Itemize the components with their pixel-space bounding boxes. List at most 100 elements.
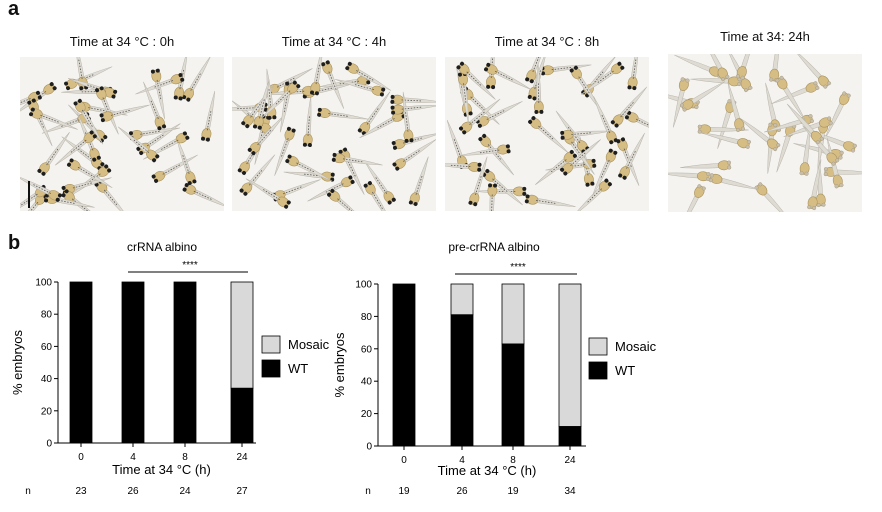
embryo — [402, 91, 414, 143]
significance-label: **** — [182, 260, 198, 271]
y-axis-label: % embryos — [10, 329, 25, 395]
n-value: 34 — [564, 486, 576, 497]
x-tick-label: 8 — [510, 455, 516, 466]
embryo — [54, 130, 97, 166]
n-value: 26 — [127, 486, 139, 497]
embryo — [61, 136, 105, 171]
bar-mosaic-24 — [230, 281, 254, 389]
y-tick-label: 20 — [361, 409, 373, 420]
embryo — [799, 124, 811, 176]
embryo — [29, 107, 78, 130]
embryo — [569, 65, 601, 111]
y-tick-label: 40 — [41, 374, 53, 385]
embryo — [468, 156, 488, 207]
x-axis-label: Time at 34 °C (h) — [112, 462, 211, 477]
n-value: 26 — [456, 486, 468, 497]
embryo — [680, 160, 732, 171]
embryo — [701, 54, 730, 82]
embryo — [408, 156, 429, 207]
x-tick-label: 24 — [564, 455, 576, 466]
bar-wt-0 — [392, 283, 416, 447]
embryo — [94, 179, 131, 211]
embryo — [572, 178, 612, 211]
embryo — [345, 61, 392, 91]
n-value: 19 — [507, 486, 519, 497]
embryo — [668, 171, 711, 182]
embryo — [560, 129, 612, 140]
y-tick-label: 0 — [366, 442, 372, 453]
embryo — [533, 62, 544, 114]
embryo — [484, 62, 531, 90]
bar-mosaic-24 — [558, 283, 582, 427]
significance-label: **** — [510, 262, 526, 273]
embryo — [679, 81, 725, 112]
panel-a-letter: a — [8, 0, 20, 20]
embryo — [735, 54, 756, 80]
panel-b-letter: b — [8, 232, 21, 254]
embryo-field-4h — [232, 57, 436, 211]
embryo — [99, 104, 150, 123]
embryo — [201, 90, 216, 142]
embryo — [581, 57, 617, 98]
y-tick-label: 80 — [41, 310, 53, 321]
n-label: n — [365, 486, 371, 497]
x-tick-label: 0 — [401, 455, 407, 466]
n-value: 24 — [179, 486, 191, 497]
embryo — [459, 98, 501, 135]
embryo — [528, 116, 569, 154]
embryo — [317, 107, 369, 120]
embryo — [302, 95, 313, 148]
embryo — [391, 132, 436, 150]
bar-wt-0 — [69, 281, 93, 444]
bar-wt-24 — [558, 426, 582, 447]
y-tick-label: 60 — [41, 342, 53, 353]
embryo-photo-4h — [232, 57, 436, 211]
x-tick-label: 4 — [130, 452, 136, 463]
embryo — [37, 132, 70, 176]
embryo — [610, 86, 648, 128]
embryo — [540, 64, 592, 76]
legend-swatch-mosaic — [588, 337, 608, 356]
embryo-field-24h — [668, 54, 862, 212]
embryo — [457, 72, 469, 124]
embryo — [487, 183, 498, 211]
embryo — [274, 126, 296, 176]
embryo — [581, 61, 625, 95]
embryo — [143, 81, 167, 131]
embryo — [182, 57, 211, 102]
embryo — [261, 80, 301, 119]
embryo — [708, 173, 759, 190]
y-tick-label: 80 — [361, 312, 373, 323]
embryo — [824, 91, 851, 139]
legend-label-mosaic: Mosaic — [615, 339, 657, 354]
embryo — [307, 175, 355, 202]
embryo — [618, 132, 645, 180]
embryo — [524, 194, 576, 207]
embryo — [593, 96, 618, 145]
embryo — [151, 154, 198, 183]
bar-mosaic-4 — [450, 283, 474, 316]
embryo — [754, 182, 792, 212]
chart-crrna-albino: crRNA albino **** 0 20 40 60 80 100 % embryos 0 23… — [10, 240, 330, 497]
image-title-8h: Time at 34 °C : 8h — [494, 34, 600, 49]
embryo — [627, 57, 639, 91]
image-title-4h: Time at 34 °C : 4h — [281, 34, 387, 49]
embryo-photo-0h — [20, 57, 224, 211]
embryo — [456, 61, 496, 100]
legend-swatch-wt — [261, 359, 281, 378]
embryo — [252, 79, 270, 130]
n-label: n — [25, 486, 31, 497]
x-tick-label: 4 — [459, 455, 465, 466]
n-value: 23 — [75, 486, 87, 497]
embryo — [679, 184, 706, 212]
embryo — [592, 148, 618, 197]
x-axis-label: Time at 34 °C (h) — [438, 463, 537, 478]
embryo — [793, 54, 832, 89]
bar-wt-24 — [230, 387, 254, 444]
embryo — [392, 138, 436, 171]
embryo — [77, 113, 101, 162]
embryo — [327, 188, 368, 211]
embryo — [775, 75, 806, 121]
embryo — [20, 90, 42, 114]
embryo — [27, 98, 53, 147]
